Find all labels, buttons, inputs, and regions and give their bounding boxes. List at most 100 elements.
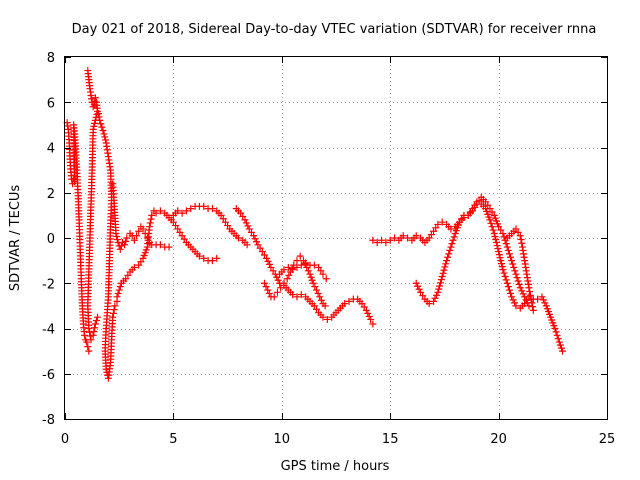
- x-tick-label: 0: [61, 432, 69, 447]
- data-point: [293, 257, 301, 265]
- data-point: [507, 289, 515, 297]
- data-point: [505, 250, 513, 258]
- data-point: [101, 136, 109, 144]
- data-point: [441, 263, 449, 271]
- data-point: [265, 289, 273, 297]
- data-point: [499, 266, 507, 274]
- data-points: [63, 67, 567, 382]
- chart-title: Day 021 of 2018, Sidereal Day-to-day VTE…: [72, 22, 597, 37]
- data-point: [262, 283, 270, 291]
- data-point: [109, 309, 117, 317]
- data-point: [274, 276, 282, 284]
- data-point: [473, 198, 481, 206]
- y-tick-label: -2: [42, 277, 55, 292]
- data-point: [448, 240, 456, 248]
- plot-frame: [64, 56, 608, 420]
- data-point: [505, 286, 513, 294]
- data-point: [187, 205, 195, 213]
- data-point: [174, 207, 182, 215]
- data-point: [92, 317, 100, 325]
- data-point: [438, 218, 446, 226]
- y-tick-label: 6: [47, 96, 55, 111]
- data-point: [554, 335, 562, 343]
- data-point: [508, 293, 516, 301]
- data-point: [200, 254, 208, 262]
- data-point: [434, 220, 442, 228]
- y-tick-label: 4: [47, 142, 55, 157]
- data-point: [213, 254, 221, 262]
- data-point: [85, 325, 93, 332]
- data-point: [253, 238, 261, 246]
- data-point: [283, 275, 291, 283]
- data-point: [114, 289, 122, 297]
- data-point: [412, 279, 420, 287]
- data-point: [504, 283, 512, 291]
- data-point: [496, 254, 504, 262]
- data-point: [490, 229, 498, 237]
- data-point: [367, 315, 375, 323]
- y-tick-label: -6: [42, 368, 55, 383]
- data-point: [512, 270, 520, 278]
- data-point: [94, 313, 102, 321]
- data-point: [133, 232, 141, 240]
- data-point: [362, 306, 370, 314]
- data-point: [404, 234, 412, 242]
- data-point: [148, 211, 156, 219]
- data-point: [437, 276, 445, 284]
- data-point: [317, 296, 325, 304]
- data-point: [492, 236, 500, 244]
- data-point: [509, 260, 517, 268]
- data-point: [439, 269, 447, 277]
- data-point: [244, 222, 252, 230]
- data-point: [514, 277, 522, 285]
- data-point: [556, 341, 564, 349]
- data-point: [91, 320, 99, 328]
- data-point: [241, 216, 249, 224]
- data-point: [436, 282, 444, 290]
- data-point: [304, 267, 312, 275]
- data-point: [242, 219, 250, 227]
- data-point: [311, 283, 319, 291]
- data-point: [440, 266, 448, 274]
- data-point: [539, 296, 547, 304]
- y-tick-label: 8: [47, 51, 55, 66]
- x-tick-label: 25: [599, 432, 616, 447]
- data-point: [323, 315, 331, 323]
- data-point: [369, 236, 377, 244]
- data-point: [552, 328, 560, 336]
- data-point: [135, 227, 143, 235]
- data-point: [113, 236, 121, 244]
- data-point: [507, 253, 515, 261]
- data-point: [147, 215, 155, 223]
- data-point: [97, 120, 105, 128]
- data-point: [432, 291, 440, 299]
- data-point: [511, 267, 519, 275]
- y-tick-label: -8: [42, 413, 55, 428]
- data-point: [501, 272, 509, 280]
- data-point: [91, 119, 99, 127]
- data-point: [364, 309, 372, 317]
- data-point: [365, 312, 373, 320]
- data-point: [495, 248, 503, 256]
- data-point: [263, 254, 271, 262]
- data-point: [526, 288, 534, 296]
- data-point: [81, 331, 89, 339]
- data-point: [559, 347, 567, 355]
- data-point: [123, 234, 131, 242]
- data-point: [435, 285, 443, 293]
- data-point: [280, 279, 288, 287]
- data-point: [83, 338, 91, 346]
- data-point: [500, 269, 508, 277]
- data-point: [297, 261, 305, 269]
- data-point: [518, 239, 526, 247]
- data-point: [486, 216, 494, 224]
- data-point: [414, 282, 422, 290]
- data-point: [90, 328, 98, 336]
- data-point: [498, 263, 506, 271]
- data-point: [494, 245, 502, 253]
- data-point: [378, 236, 386, 244]
- data-point: [450, 233, 458, 241]
- data-point: [112, 229, 120, 237]
- data-point: [412, 232, 420, 240]
- data-point: [495, 251, 503, 259]
